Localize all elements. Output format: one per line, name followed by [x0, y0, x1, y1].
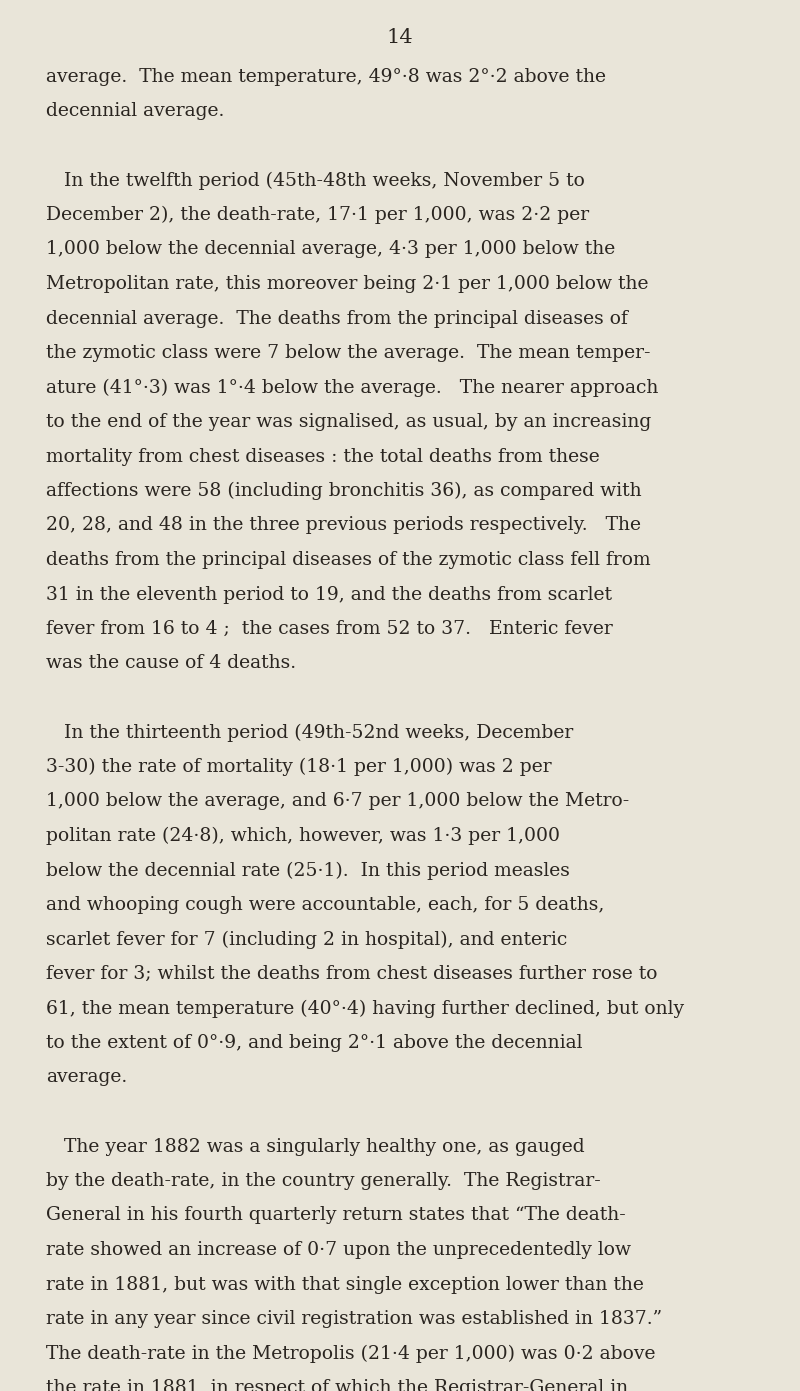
Text: to the end of the year was signalised, as usual, by an increasing: to the end of the year was signalised, a…: [46, 413, 651, 431]
Text: General in his fourth quarterly return states that “The death-: General in his fourth quarterly return s…: [46, 1206, 626, 1224]
Text: scarlet fever for 7 (including 2 in hospital), and enteric: scarlet fever for 7 (including 2 in hosp…: [46, 931, 567, 949]
Text: rate in 1881, but was with that single exception lower than the: rate in 1881, but was with that single e…: [46, 1276, 644, 1294]
Text: rate showed an increase of 0·7 upon the unprecedentedly low: rate showed an increase of 0·7 upon the …: [46, 1241, 631, 1259]
Text: 14: 14: [386, 28, 414, 47]
Text: 1,000 below the average, and 6·7 per 1,000 below the Metro-: 1,000 below the average, and 6·7 per 1,0…: [46, 793, 630, 811]
Text: by the death-rate, in the country generally.  The Registrar-: by the death-rate, in the country genera…: [46, 1173, 601, 1189]
Text: the zymotic class were 7 below the average.  The mean temper-: the zymotic class were 7 below the avera…: [46, 344, 650, 362]
Text: 1,000 below the decennial average, 4·3 per 1,000 below the: 1,000 below the decennial average, 4·3 p…: [46, 241, 615, 259]
Text: fever from 16 to 4 ;  the cases from 52 to 37.   Enteric fever: fever from 16 to 4 ; the cases from 52 t…: [46, 620, 613, 638]
Text: to the extent of 0°·9, and being 2°·1 above the decennial: to the extent of 0°·9, and being 2°·1 ab…: [46, 1034, 582, 1052]
Text: fever for 3; whilst the deaths from chest diseases further rose to: fever for 3; whilst the deaths from ches…: [46, 965, 658, 983]
Text: was the cause of 4 deaths.: was the cause of 4 deaths.: [46, 655, 296, 672]
Text: the rate in 1881, in respect of which the Registrar-General in: the rate in 1881, in respect of which th…: [46, 1378, 628, 1391]
Text: 3-30) the rate of mortality (18·1 per 1,000) was 2 per: 3-30) the rate of mortality (18·1 per 1,…: [46, 758, 552, 776]
Text: decennial average.  The deaths from the principal diseases of: decennial average. The deaths from the p…: [46, 310, 628, 327]
Text: 61, the mean temperature (40°·4) having further declined, but only: 61, the mean temperature (40°·4) having …: [46, 1000, 684, 1018]
Text: 20, 28, and 48 in the three previous periods respectively.   The: 20, 28, and 48 in the three previous per…: [46, 516, 641, 534]
Text: In the thirteenth period (49th-52nd weeks, December: In the thirteenth period (49th-52nd week…: [46, 723, 574, 741]
Text: rate in any year since civil registration was established in 1837.”: rate in any year since civil registratio…: [46, 1310, 662, 1328]
Text: and whooping cough were accountable, each, for 5 deaths,: and whooping cough were accountable, eac…: [46, 896, 604, 914]
Text: Metropolitan rate, this moreover being 2·1 per 1,000 below the: Metropolitan rate, this moreover being 2…: [46, 275, 649, 294]
Text: ature (41°·3) was 1°·4 below the average.   The nearer approach: ature (41°·3) was 1°·4 below the average…: [46, 378, 658, 396]
Text: deaths from the principal diseases of the zymotic class fell from: deaths from the principal diseases of th…: [46, 551, 650, 569]
Text: The year 1882 was a singularly healthy one, as gauged: The year 1882 was a singularly healthy o…: [46, 1138, 585, 1156]
Text: below the decennial rate (25·1).  In this period measles: below the decennial rate (25·1). In this…: [46, 861, 570, 879]
Text: mortality from chest diseases : the total deaths from these: mortality from chest diseases : the tota…: [46, 448, 600, 466]
Text: decennial average.: decennial average.: [46, 103, 224, 121]
Text: average.: average.: [46, 1068, 127, 1086]
Text: The death-rate in the Metropolis (21·4 per 1,000) was 0·2 above: The death-rate in the Metropolis (21·4 p…: [46, 1345, 655, 1363]
Text: December 2), the death-rate, 17·1 per 1,000, was 2·2 per: December 2), the death-rate, 17·1 per 1,…: [46, 206, 589, 224]
Text: average.  The mean temperature, 49°·8 was 2°·2 above the: average. The mean temperature, 49°·8 was…: [46, 68, 606, 86]
Text: affections were 58 (including bronchitis 36), as compared with: affections were 58 (including bronchitis…: [46, 483, 642, 501]
Text: In the twelfth period (45th-48th weeks, November 5 to: In the twelfth period (45th-48th weeks, …: [46, 171, 585, 189]
Text: 31 in the eleventh period to 19, and the deaths from scarlet: 31 in the eleventh period to 19, and the…: [46, 586, 612, 604]
Text: politan rate (24·8), which, however, was 1·3 per 1,000: politan rate (24·8), which, however, was…: [46, 828, 560, 846]
